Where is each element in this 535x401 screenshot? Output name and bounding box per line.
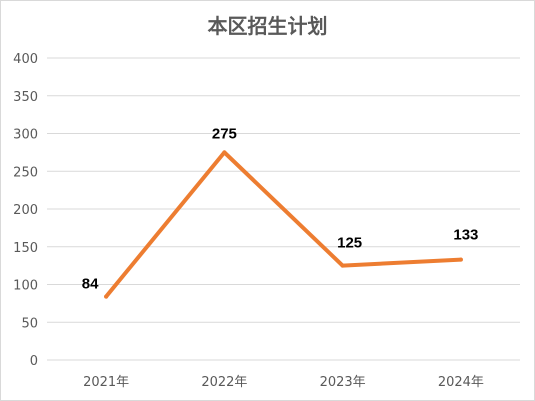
data-point [458, 257, 463, 262]
y-tick-label: 350 [13, 90, 38, 105]
data-point [340, 263, 345, 268]
series-line [104, 150, 463, 299]
y-tick-label: 150 [13, 241, 38, 256]
x-tick-label: 2023年 [320, 375, 366, 390]
y-tick-label: 300 [13, 128, 38, 143]
data-point [104, 294, 109, 299]
y-tick-label: 100 [13, 279, 38, 294]
data-point [222, 150, 227, 155]
y-tick-label: 50 [21, 316, 38, 331]
x-tick-label: 2024年 [438, 375, 484, 390]
y-tick-label: 200 [13, 203, 38, 218]
y-tick-label: 0 [30, 354, 38, 369]
y-tick-label: 250 [13, 165, 38, 180]
data-label: 275 [212, 125, 237, 142]
data-label: 84 [82, 276, 99, 293]
data-label: 125 [337, 235, 362, 252]
y-tick-label: 400 [13, 52, 38, 67]
data-label: 133 [453, 227, 478, 244]
chart-title: 本区招生计划 [207, 14, 328, 38]
x-tick-label: 2022年 [201, 375, 247, 390]
x-tick-label: 2021年 [83, 375, 129, 390]
